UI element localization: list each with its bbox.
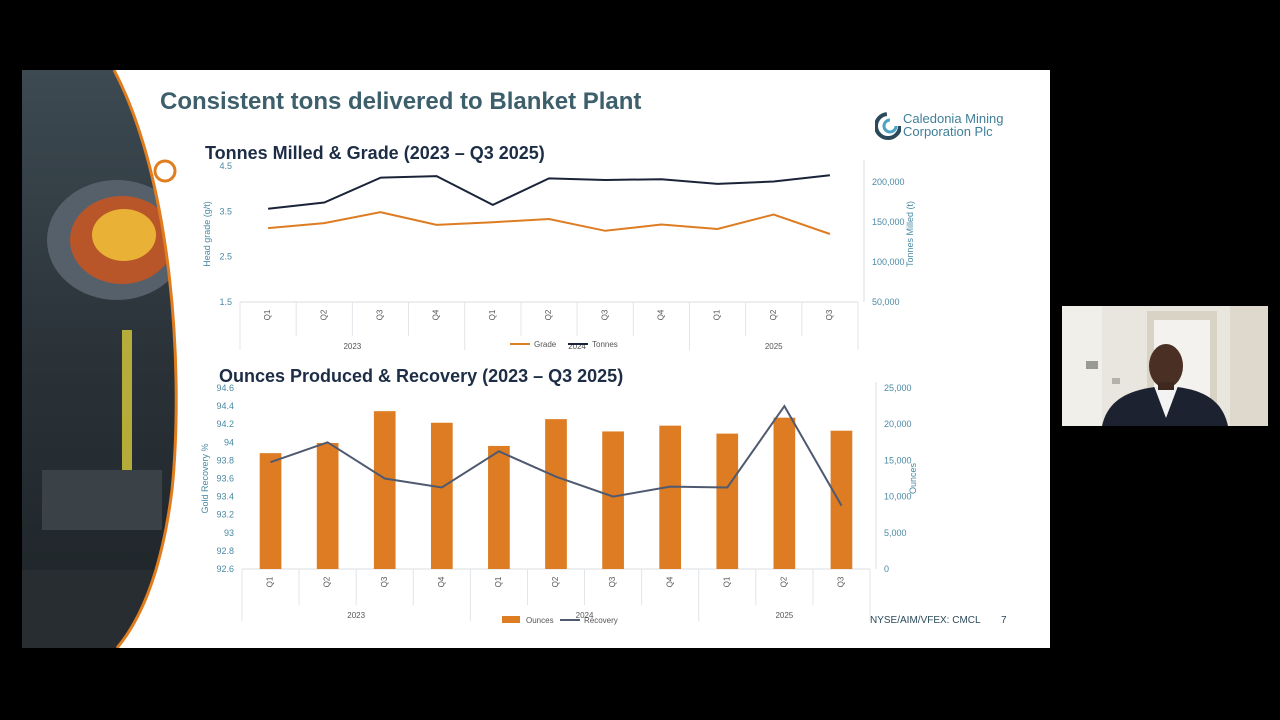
y-left-tick-label: 94.4 [216,401,234,411]
y-right-tick-label: 0 [884,564,889,574]
y-left-axis-title: Head grade (g/t) [202,201,212,267]
x-tick-label-quarter: Q3 [825,309,834,320]
company-logo: Caledonia Mining Corporation Plc [874,110,1015,146]
y-left-tick-label: 2.5 [219,252,232,262]
y-right-tick-label: 50,000 [872,297,900,307]
x-tick-label-quarter: Q3 [600,309,609,320]
x-tick-label-quarter: Q1 [713,309,722,320]
x-tick-label-year: 2024 [576,611,594,620]
y-right-tick-label: 150,000 [872,217,905,227]
y-left-axis-title: Gold Recovery % [200,443,210,513]
x-tick-label-year: 2025 [765,342,783,350]
y-left-tick-label: 93.2 [216,510,234,520]
y-right-tick-label: 25,000 [884,383,912,393]
y-right-tick-label: 10,000 [884,492,912,502]
series-line-recovery [270,404,843,507]
ticker-footer: NYSE/AIM/VFEX: CMCL [870,615,981,626]
y-right-tick-label: 15,000 [884,455,912,465]
y-left-tick-label: 92.6 [216,564,234,574]
y-left-tick-label: 94 [224,437,234,447]
logo-mark-icon [874,112,902,140]
y-right-tick-label: 200,000 [872,177,905,187]
y-left-tick-label: 93 [224,528,234,538]
page-number: 7 [1001,615,1007,626]
ounces-recovery-chart: 94.6 94.4 94.2 94 93.8 93.6 93.4 93.2 93 92.8 92.6… [200,382,918,625]
y-left-tick-label: 4.5 [219,161,232,171]
x-tick-label-quarter: Q4 [665,576,674,587]
x-tick-label-year: 2025 [775,611,793,620]
bar-ounces [373,411,396,569]
x-tick-label-quarter: Q1 [266,576,275,587]
x-tick-label-quarter: Q3 [376,309,385,320]
logo-line-1: Caledonia Mining [903,111,1004,126]
x-tick-label-quarter: Q4 [432,309,441,320]
bar-ounces [716,433,739,569]
x-tick-label-quarter: Q2 [551,576,560,587]
x-tick-label-quarter: Q4 [437,576,446,587]
x-tick-label-quarter: Q3 [380,576,389,587]
y-left-tick-label: 93.6 [216,474,234,484]
y-right-tick-label: 20,000 [884,419,912,429]
furnace-photo [22,70,178,648]
x-tick-label-quarter: Q2 [319,309,328,320]
bar-ounces [259,453,282,569]
y-right-axis-title: Tonnes Milled (t) [905,201,915,267]
y-left-tick-label: 1.5 [219,297,232,307]
x-tick-label-quarter: Q3 [608,576,617,587]
y-left-tick-label: 94.6 [216,383,234,393]
series-line-grade [268,211,831,235]
bar-ounces [659,425,682,569]
slide-title: Consistent tons delivered to Blanket Pla… [160,88,642,115]
x-tick-label-year: 2023 [347,611,365,620]
bar-ounces [430,422,453,569]
bar-ounces [316,443,339,569]
x-tick-label-quarter: Q4 [656,309,665,320]
bar-ounces [773,417,796,569]
y-left-tick-label: 3.5 [219,206,232,216]
y-left-tick-label: 92.8 [216,546,234,556]
logo-line-2: Corporation Plc [903,124,993,139]
x-tick-label-quarter: Q1 [488,309,497,320]
legend-label-ounces: Ounces [526,616,554,625]
x-tick-label-quarter: Q1 [722,576,731,587]
y-right-axis-title: Ounces [908,462,918,494]
presenter-webcam [1062,306,1268,426]
chart2-title: Ounces Produced & Recovery (2023 – Q3 20… [219,366,624,386]
y-left-tick-label: 93.4 [216,492,234,502]
y-left-tick-label: 93.8 [216,455,234,465]
legend-label-tonnes: Tonnes [592,340,618,349]
bar-ounces [488,445,510,569]
bar-ounces [545,419,567,569]
x-tick-label-quarter: Q2 [769,309,778,320]
y-left-tick-label: 94.2 [216,419,234,429]
presenter-video-frame [1062,306,1268,426]
logo-text: Caledonia Mining Corporation Plc [903,112,1003,138]
y-right-tick-label: 100,000 [872,257,905,267]
bar-ounces [602,431,624,569]
x-tick-label-quarter: Q1 [263,309,272,320]
y-right-tick-label: 5,000 [884,528,907,538]
series-line-tonnes [267,174,831,210]
legend-label-recovery: Recovery [584,616,618,625]
x-tick-label-quarter: Q2 [323,576,332,587]
tonnes-grade-chart: 4.5 3.5 2.5 1.5 200,000 150,000 100,000 50,000 H… [202,160,915,350]
legend-label-grade: Grade [534,340,557,349]
x-tick-label-quarter: Q3 [837,576,846,587]
x-tick-label-quarter: Q2 [779,576,788,587]
legend-swatch-ounces [502,616,520,623]
presentation-slide: Consistent tons delivered to Blanket Pla… [22,70,1050,648]
bar-ounces [830,430,853,569]
x-tick-label-quarter: Q2 [544,309,553,320]
x-tick-label-year: 2023 [343,342,361,350]
x-tick-label-quarter: Q1 [494,576,503,587]
chart1-title: Tonnes Milled & Grade (2023 – Q3 2025) [205,143,545,163]
x-tick-label-year: 2024 [568,342,586,350]
